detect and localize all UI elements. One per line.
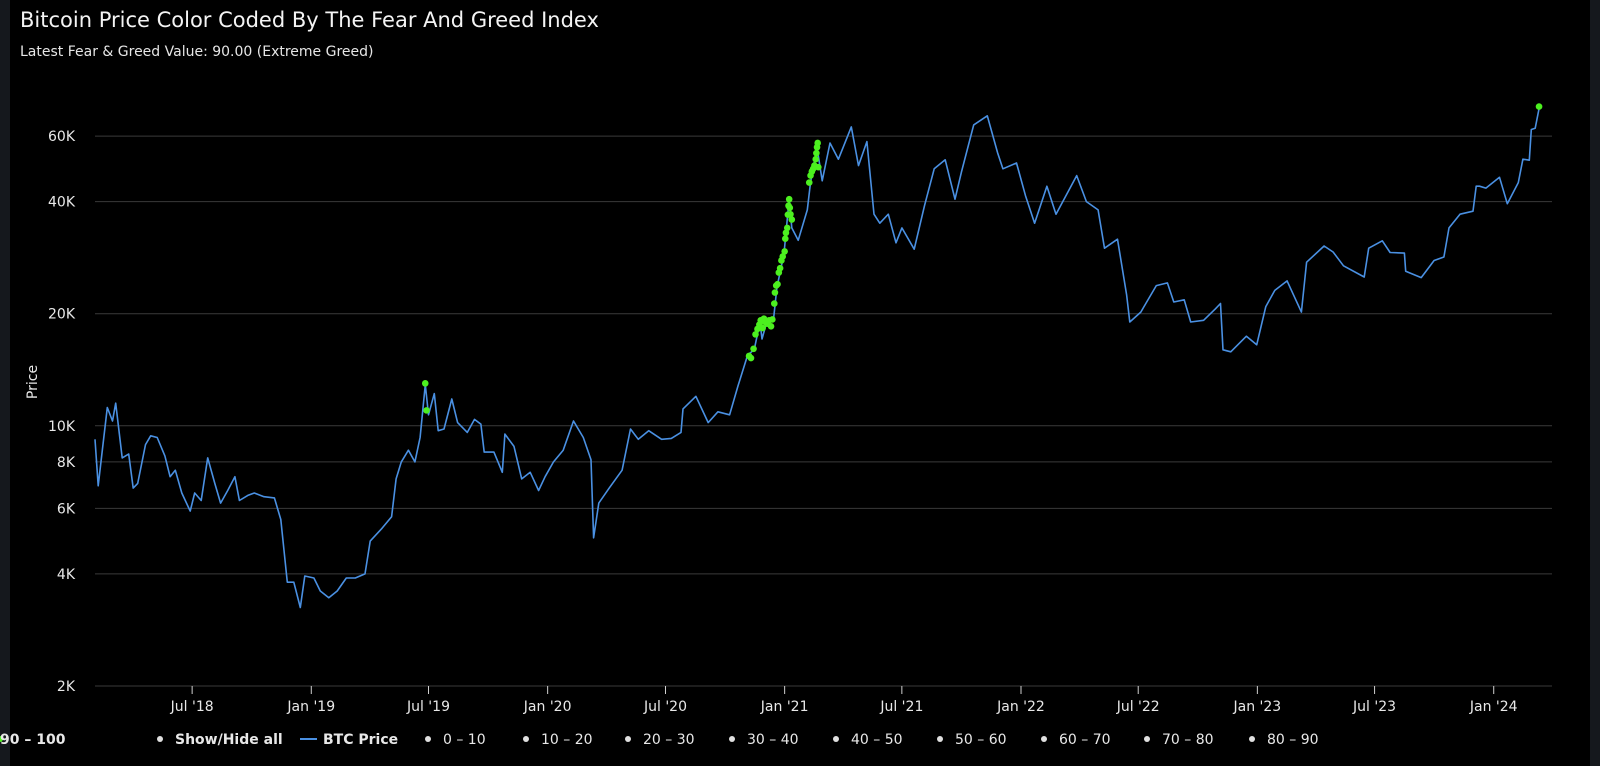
x-axis-ticks: Jul '18 Jan '19 Jul '19 Jan '20 Jul '20 Jan '… — [170, 686, 1518, 715]
legend-dot — [625, 736, 631, 742]
extreme-greed-point — [815, 163, 822, 171]
extreme-greed-point — [783, 224, 791, 232]
legend-label: 30 – 40 — [747, 732, 799, 748]
legend-label: 80 – 90 — [1267, 732, 1319, 748]
legend-dot — [157, 736, 163, 742]
extreme-greed-point — [759, 324, 766, 332]
legend-label: 20 – 30 — [643, 732, 695, 748]
y-tick-label: 10K — [48, 419, 76, 435]
legend-dot — [425, 736, 431, 742]
legend-item[interactable]: 10 – 20 — [523, 732, 593, 748]
legend-item[interactable]: 90 – 100 — [0, 732, 66, 748]
legend-label: 0 – 10 — [443, 732, 486, 748]
extreme-greed-point — [785, 195, 793, 203]
x-tick-label: Jan '19 — [286, 699, 335, 715]
show-hide-all-toggle[interactable]: Show/Hide all — [157, 732, 283, 748]
x-tick-label: Jul '18 — [170, 699, 214, 715]
legend-label: 60 – 70 — [1059, 732, 1111, 748]
y-axis-label: Price — [25, 365, 41, 399]
chart-subtitle: Latest Fear & Greed Value: 90.00 (Extrem… — [20, 44, 374, 60]
extreme-greed-point — [805, 179, 813, 186]
legend-item[interactable]: 20 – 30 — [625, 732, 695, 748]
legend-dot — [729, 736, 735, 742]
extreme-greed-point — [771, 289, 779, 296]
extreme-greed-point — [813, 149, 820, 157]
extreme-greed-point — [769, 316, 776, 323]
chart-title: Bitcoin Price Color Coded By The Fear An… — [20, 8, 599, 32]
legend-item[interactable]: 60 – 70 — [1041, 732, 1111, 748]
x-tick-label: Jan '24 — [1469, 699, 1518, 715]
y-tick-label: 60K — [48, 129, 76, 145]
extreme-greed-point — [421, 380, 429, 387]
legend-item[interactable]: 80 – 90 — [1249, 732, 1319, 748]
extreme-greed-point — [788, 216, 796, 223]
x-tick-label: Jul '19 — [406, 699, 450, 715]
show-hide-all-label: Show/Hide all — [175, 732, 283, 748]
extreme-greed-markers — [421, 103, 1543, 414]
extreme-greed-point — [423, 407, 430, 414]
x-tick-label: Jan '23 — [1233, 699, 1282, 715]
x-tick-label: Jul '20 — [643, 699, 687, 715]
y-tick-label: 20K — [48, 307, 76, 323]
legend-dot — [523, 736, 529, 742]
legend-item[interactable]: BTC Price — [300, 732, 398, 748]
y-axis-ticks: 2K 4K 6K 8K 10K 20K 40K 60K — [48, 129, 76, 695]
legend-label: 70 – 80 — [1162, 732, 1214, 748]
x-tick-label: Jul '21 — [879, 699, 923, 715]
y-tick-label: 8K — [57, 455, 76, 471]
y-tick-label: 6K — [57, 501, 76, 517]
legend-item[interactable]: 70 – 80 — [1144, 732, 1214, 748]
y-tick-label: 40K — [48, 195, 76, 211]
legend-label: BTC Price — [323, 732, 398, 748]
btc-price-line — [94, 108, 1540, 609]
extreme-greed-point — [781, 248, 788, 255]
extreme-greed-point — [786, 204, 794, 212]
legend-item[interactable]: 40 – 50 — [833, 732, 903, 748]
x-tick-label: Jan '22 — [996, 699, 1045, 715]
extreme-greed-point — [750, 345, 757, 353]
legend-label: 40 – 50 — [851, 732, 903, 748]
legend-item[interactable]: 30 – 40 — [729, 732, 799, 748]
legend-dot — [1041, 736, 1047, 742]
extreme-greed-point — [781, 235, 789, 243]
legend-dot — [0, 736, 3, 742]
legend-dot — [1249, 736, 1255, 742]
extreme-greed-point — [770, 300, 778, 307]
grid-lines — [95, 135, 1552, 687]
extreme-greed-point — [774, 280, 781, 288]
extreme-greed-point — [1535, 103, 1543, 110]
legend-dot — [937, 736, 943, 742]
legend-dot — [833, 736, 839, 742]
extreme-greed-point — [812, 155, 820, 163]
extreme-greed-point — [779, 253, 787, 260]
extreme-greed-point — [787, 210, 794, 218]
extreme-greed-point — [814, 139, 821, 147]
legend-dot — [1144, 736, 1150, 742]
series-layer — [94, 108, 1540, 609]
extreme-greed-point — [776, 264, 784, 272]
x-tick-label: Jul '22 — [1116, 699, 1160, 715]
x-tick-label: Jan '21 — [760, 699, 809, 715]
x-tick-label: Jan '20 — [523, 699, 572, 715]
extreme-greed-point — [747, 354, 755, 362]
extreme-greed-point — [752, 331, 759, 338]
legend: Show/Hide all BTC Price 0 – 10 10 – 20 20 – … — [0, 732, 1319, 748]
legend-label: 50 – 60 — [955, 732, 1007, 748]
legend-label: 90 – 100 — [0, 732, 66, 748]
y-tick-label: 2K — [57, 679, 76, 695]
x-tick-label: Jul '23 — [1352, 699, 1396, 715]
y-tick-label: 4K — [57, 567, 76, 583]
extreme-greed-point — [767, 323, 775, 330]
legend-item[interactable]: 0 – 10 — [425, 732, 486, 748]
legend-label: 10 – 20 — [541, 732, 593, 748]
legend-item[interactable]: 50 – 60 — [937, 732, 1007, 748]
